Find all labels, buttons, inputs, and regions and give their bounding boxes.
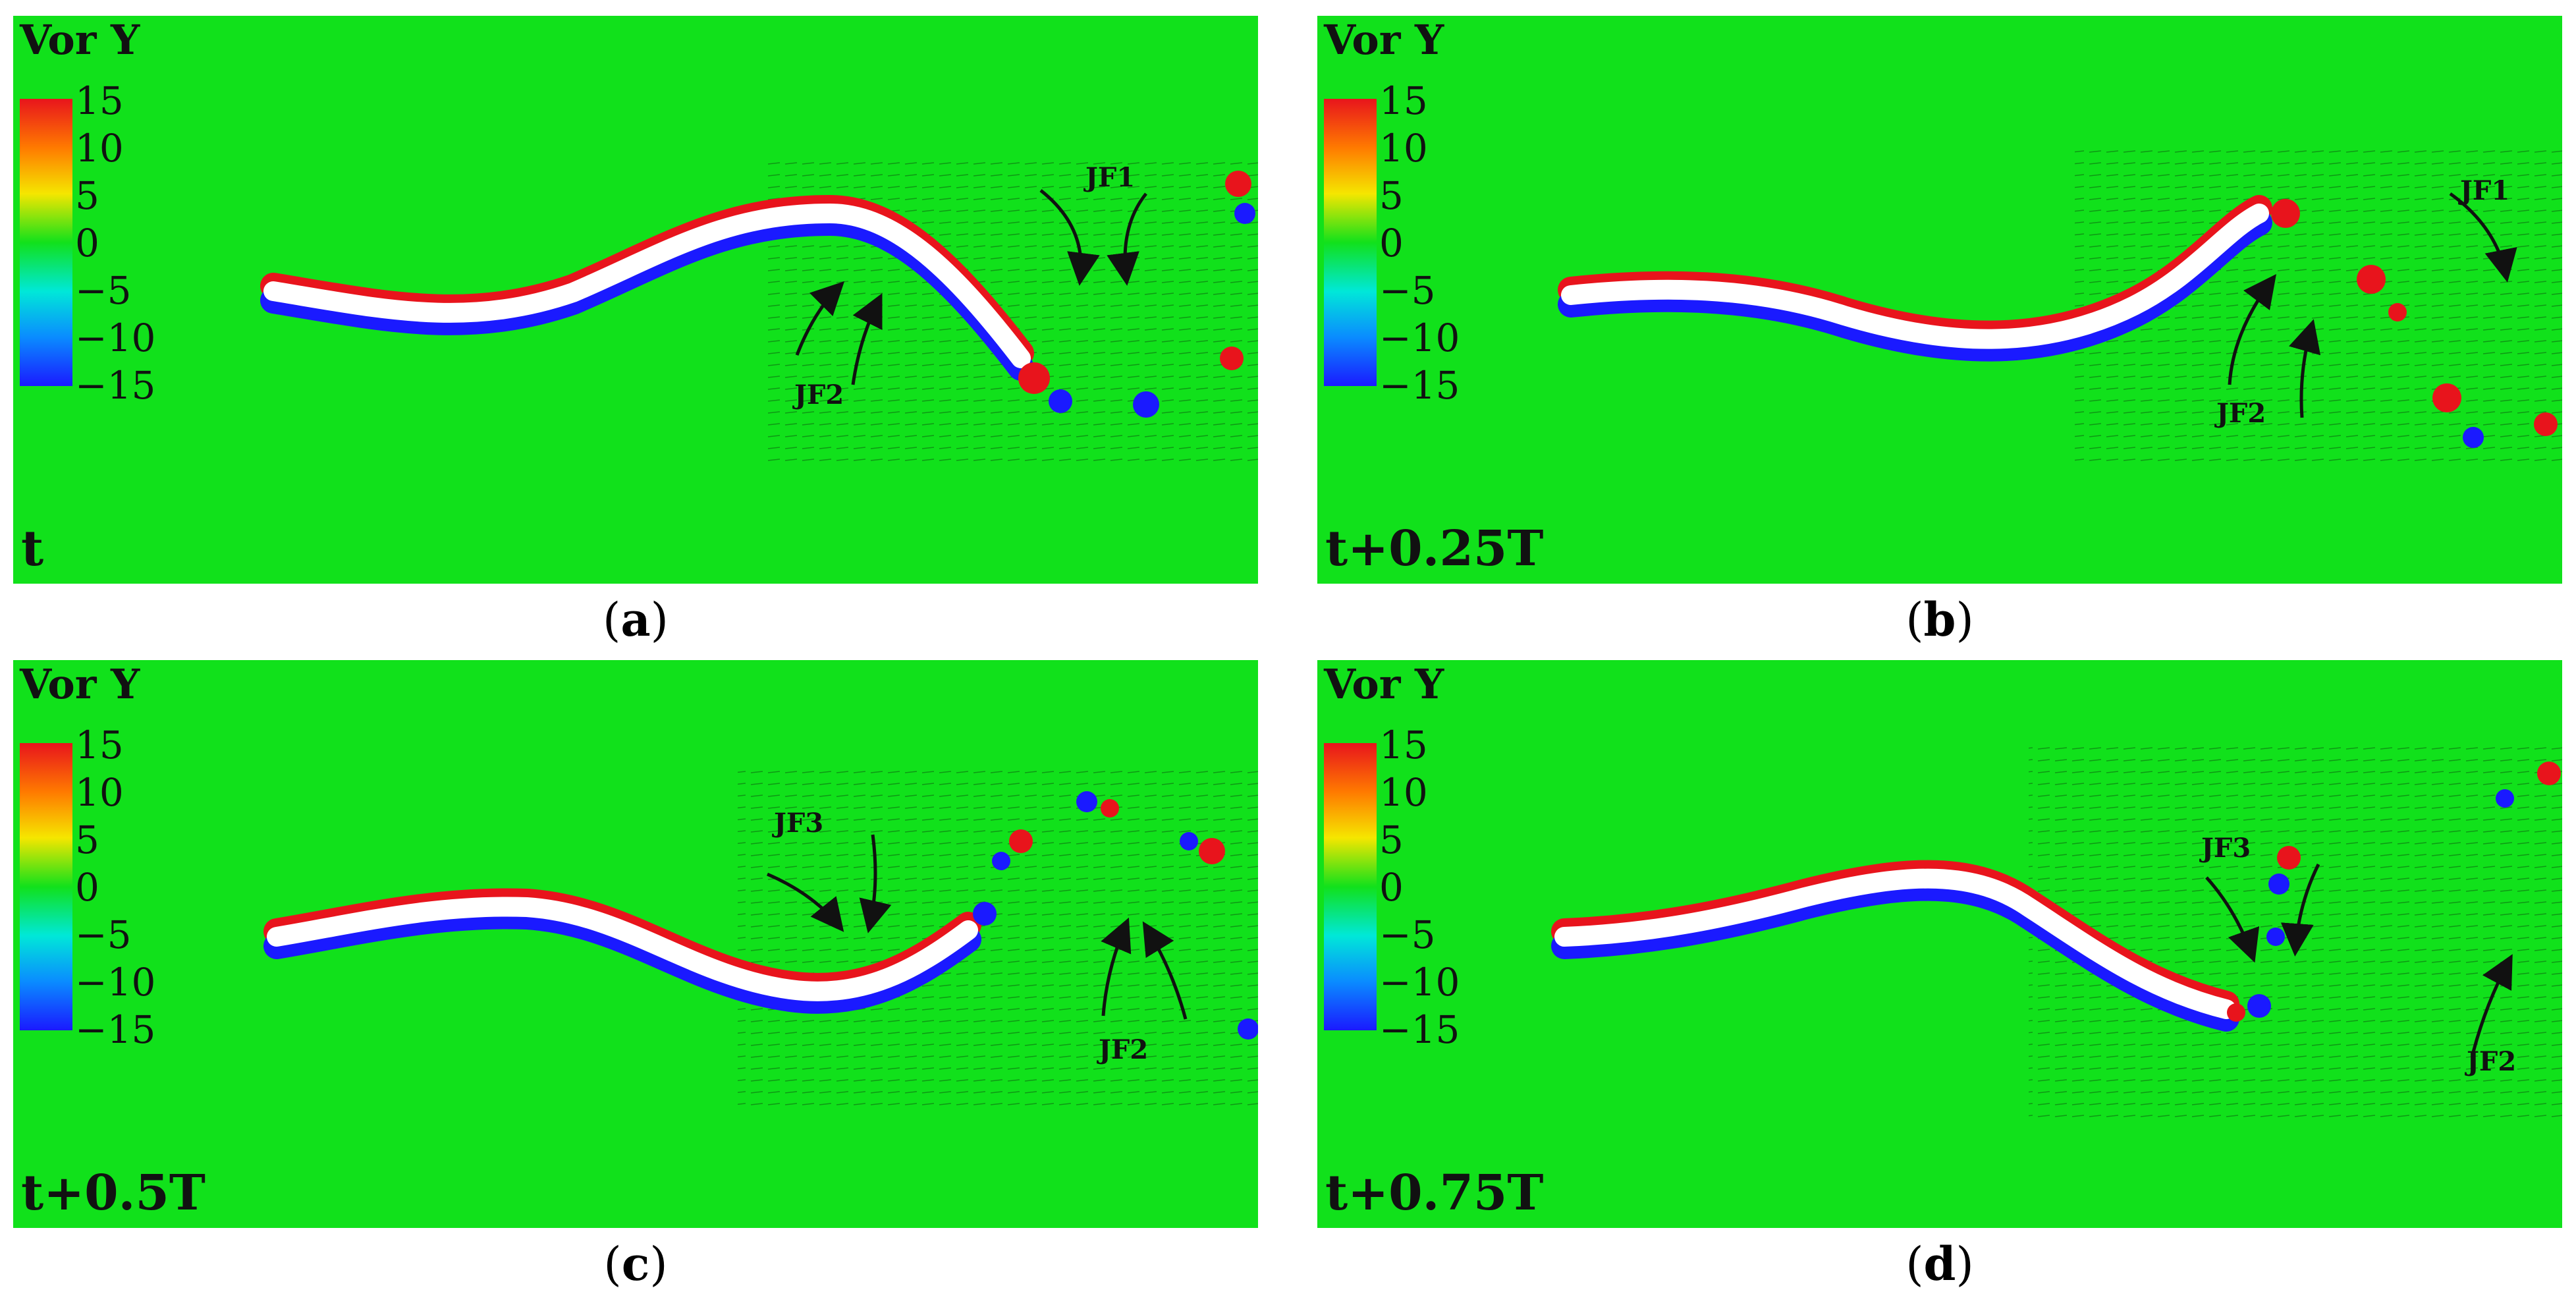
jet-label: JF2: [794, 379, 844, 410]
panel-c: Vor Y 15 10 5 0 −5 −10 −15 JF3 JF2 t+0.5…: [13, 660, 1258, 1228]
colorbar-tick: 15: [75, 723, 124, 767]
jet-label: JF3: [774, 808, 824, 839]
colorbar-tick: 0: [75, 865, 99, 910]
colorbar: [1324, 99, 1377, 386]
jet-label: JF1: [2460, 175, 2510, 206]
colorbar-tick: −15: [1379, 363, 1460, 408]
colorbar-tick: 0: [1379, 221, 1404, 265]
colorbar-tick: −5: [1379, 268, 1436, 313]
colorbar-tick: −5: [75, 912, 132, 957]
colorbar-tick: −5: [1379, 912, 1436, 957]
panel-caption: (a): [603, 592, 669, 647]
colorbar-tick: 5: [1379, 818, 1404, 862]
jet-label: JF2: [1099, 1034, 1149, 1065]
colorbar: [20, 99, 72, 386]
colorbar-tick: 10: [75, 770, 124, 815]
colorbar-tick: 5: [75, 173, 99, 218]
colorbar: [20, 743, 72, 1030]
colorbar: [1324, 743, 1377, 1030]
panel-caption: (c): [603, 1237, 668, 1291]
colorbar-tick: 0: [1379, 865, 1404, 910]
colorbar-tick: −15: [75, 363, 156, 408]
jet-label: JF2: [2216, 398, 2266, 429]
vorticity-field-d: [1551, 739, 2562, 1121]
panel-d: Vor Y 15 10 5 0 −5 −10 −15 JF3 JF2 t+0.7…: [1317, 660, 2562, 1228]
colorbar-tick: 10: [1379, 770, 1428, 815]
panel-b: Vor Y 15 10 5 0 −5 −10 −15 JF1 JF2 t+0.2…: [1317, 16, 2562, 584]
colorbar-tick: −15: [75, 1007, 156, 1052]
panel-a: Vor Y 15 10 5 0 −5 −10 −15 JF1 JF2 t: [13, 16, 1258, 584]
colorbar-tick: 10: [1379, 126, 1428, 171]
time-label: t+0.25T: [1325, 520, 1544, 577]
colorbar-tick: 15: [75, 78, 124, 123]
colorbar-tick: 5: [75, 818, 99, 862]
colorbar-tick: 0: [75, 221, 99, 265]
colorbar-tick: −15: [1379, 1007, 1460, 1052]
colorbar-tick: −10: [1379, 316, 1460, 360]
time-label: t: [21, 520, 44, 577]
colorbar-tick: 15: [1379, 723, 1428, 767]
jet-label: JF2: [2467, 1046, 2517, 1077]
colorbar-tick: −10: [75, 316, 156, 360]
time-label: t+0.75T: [1325, 1165, 1544, 1221]
legend-title: Vor Y: [20, 16, 140, 64]
legend-title: Vor Y: [20, 660, 140, 708]
colorbar-tick: 5: [1379, 173, 1404, 218]
legend-title: Vor Y: [1324, 660, 1444, 708]
colorbar-tick: −10: [75, 960, 156, 1005]
vorticity-field-a: [260, 161, 1258, 464]
colorbar-tick: 10: [75, 126, 124, 171]
colorbar-tick: −5: [75, 268, 132, 313]
time-label: t+0.5T: [21, 1165, 206, 1221]
colorbar-tick: −10: [1379, 960, 1460, 1005]
legend-title: Vor Y: [1324, 16, 1444, 64]
vorticity-field-b: [1558, 148, 2562, 464]
panel-caption: (d): [1905, 1237, 1974, 1291]
vorticity-field-c: [263, 765, 1258, 1108]
jet-label: JF3: [2201, 833, 2251, 864]
panel-caption: (b): [1905, 592, 1974, 647]
colorbar-tick: 15: [1379, 78, 1428, 123]
jet-label: JF1: [1085, 162, 1136, 193]
